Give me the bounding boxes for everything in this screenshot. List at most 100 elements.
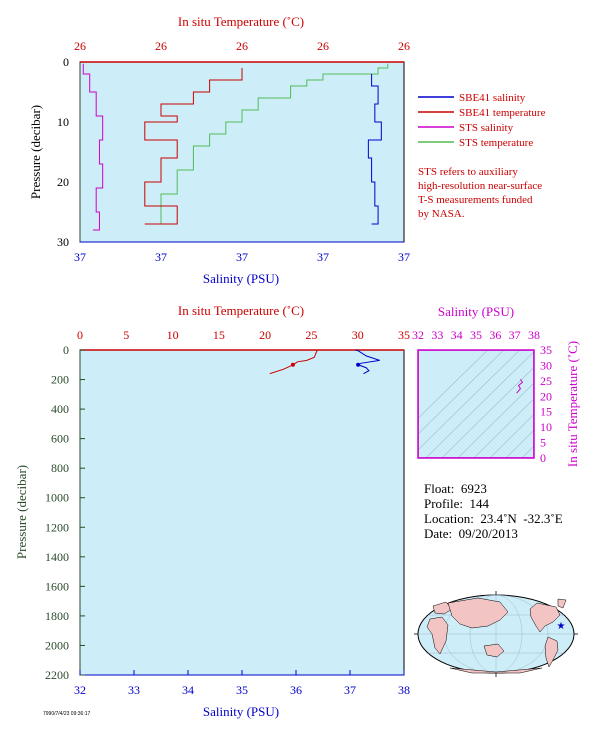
note-line: T-S measurements funded	[418, 194, 533, 206]
top-chart-y-ticks: 0 10 20 30	[57, 55, 69, 249]
top-chart-top-tick-label: 26	[236, 39, 248, 53]
bottom-chart-x-axis-label: Salinity (PSU)	[203, 704, 279, 719]
top-chart-bottom-tick-label: 37	[155, 250, 167, 264]
bottom-chart-y-axis-label: Pressure (decibar)	[14, 465, 29, 559]
map-land	[426, 597, 567, 674]
bottom-chart-bottom-tick-label: 33	[128, 683, 140, 697]
bottom-chart-y-tick-label: 400	[51, 402, 69, 416]
ts-diagram-x-tick-labels: 32 33 34 35 36 37 38	[412, 328, 540, 342]
ts-diagram-plot-area	[417, 349, 535, 459]
credit-text: 7990/7/4/23 09:36:17	[43, 711, 91, 717]
bottom-chart-top-tick-label: 5	[123, 328, 129, 342]
top-chart-bottom-tick-label: 37	[317, 250, 329, 264]
bottom-chart-plot-area	[79, 349, 405, 676]
ts-diagram-y-tick-label: 10	[540, 420, 552, 434]
ts-density-contour	[473, 398, 534, 458]
map-land-asia	[447, 597, 509, 629]
profile-date: Date: 09/20/2013	[424, 526, 518, 541]
top-chart-top-tick-label: 26	[398, 39, 410, 53]
legend-label: STS temperature	[459, 137, 533, 149]
bottom-chart-bottom-tick-label: 35	[236, 683, 248, 697]
top-chart-plot-area	[79, 61, 405, 243]
map-land-africa	[426, 616, 449, 655]
bottom-chart-y-tick-label: 2200	[45, 668, 69, 682]
ts-diagram-x-tick-label: 36	[489, 328, 501, 342]
top-chart-y-tick-label: 20	[57, 175, 69, 189]
legend-item-sbe41-temperature: SBE41 temperature	[418, 107, 546, 119]
ts-density-contour	[418, 350, 489, 419]
map-land-europe	[432, 601, 453, 615]
bottom-chart-bottom-tick-label: 37	[344, 683, 356, 697]
bottom-chart-bottom-tick-label: 32	[74, 683, 86, 697]
bottom-chart-y-tick-label: 1600	[45, 579, 69, 593]
bottom-chart-y-tick-label: 1000	[45, 491, 69, 505]
ts-diagram-density-contours	[418, 350, 534, 458]
map-land-greenland	[557, 598, 567, 609]
bottom-chart-top-axis-label: In situ Temperature (˚C)	[178, 303, 304, 318]
bottom-chart-y-tick-label: 200	[51, 373, 69, 387]
ts-density-contour	[425, 351, 534, 458]
ts-diagram-x-tick-label: 33	[431, 328, 443, 342]
ts-diagram-y-tick-label: 30	[540, 358, 552, 372]
bottom-series-salinity	[355, 349, 380, 375]
bottom-chart-y-tick-label: 0	[63, 343, 69, 357]
bottom-chart-series-layer	[269, 349, 380, 375]
float-info: Float: 6923 Profile: 144 Location: 23.4˚…	[424, 481, 563, 541]
top-chart-bottom-tick-labels: 37 37 37 37 37	[74, 250, 410, 264]
ts-diagram-x-tick-label: 38	[528, 328, 540, 342]
bottom-chart-top-tick-label: 25	[305, 328, 317, 342]
ts-density-contour	[505, 429, 534, 458]
top-chart-y-tick-label: 30	[57, 235, 69, 249]
bottom-chart-bottom-tick-label: 34	[182, 683, 194, 697]
ts-density-contour	[521, 445, 534, 458]
bottom-chart-y-tick-label: 800	[51, 461, 69, 475]
bottom-chart-bottom-tick-label: 36	[290, 683, 302, 697]
bottom-chart-bottom-tick-label: 38	[398, 683, 410, 697]
bottom-chart-top-tick-label: 15	[213, 328, 225, 342]
ts-density-contour	[418, 350, 521, 451]
map-land-australia	[483, 643, 505, 658]
ts-profile-trace	[516, 379, 524, 394]
map-float-marker-star-icon: ★	[557, 621, 566, 632]
bottom-chart-y-ticks: 0 200 400 600 800 1000 1200 1400 1600 1800 2000 220…	[45, 343, 85, 682]
bottom-chart-y-tick-label: 2000	[45, 638, 69, 652]
bottom-chart-y-tick-label: 1200	[45, 520, 69, 534]
bottom-chart-top-tick-labels: 0 5 10 15 20 25 30 35	[77, 328, 410, 355]
map-land-north-america	[529, 602, 561, 633]
top-chart: In situ Temperature (˚C) 26 26 26 26 26 …	[28, 14, 546, 286]
top-chart-top-axis-label: In situ Temperature (˚C)	[178, 14, 304, 29]
ts-diagram-y-tick-label: 15	[540, 405, 552, 419]
ts-diagram-top-axis-label: Salinity (PSU)	[438, 304, 514, 319]
map-land-south-america	[544, 636, 559, 668]
map-border-ticks	[414, 591, 578, 677]
ts-diagram-y-tick-label: 35	[540, 343, 552, 357]
bottom-chart-top-tick-label: 20	[259, 328, 271, 342]
ts-density-contour	[418, 350, 505, 435]
bottom-chart-y-tick-label: 1800	[45, 609, 69, 623]
ts-diagram-y-tick-label: 25	[540, 374, 552, 388]
top-chart-y-tick-label: 10	[57, 115, 69, 129]
bottom-series-temperature-marker	[290, 362, 295, 367]
top-chart-y-tick-label: 0	[63, 55, 69, 69]
world-map: ★	[414, 591, 578, 677]
top-chart-top-tick-label: 26	[155, 39, 167, 53]
top-series-sts-salinity	[82, 63, 104, 231]
legend-item-sbe41-salinity: SBE41 salinity	[418, 92, 526, 104]
bottom-chart-y-tick-label: 600	[51, 432, 69, 446]
top-chart-top-tick-labels: 26 26 26 26 26	[74, 39, 410, 53]
map-land-antarctica	[449, 667, 543, 674]
top-chart-bottom-tick-label: 37	[236, 250, 248, 264]
legend-label: STS salinity	[459, 122, 514, 134]
ts-density-contour	[457, 382, 534, 458]
float-location: Location: 23.4˚N -32.3˚E	[424, 511, 563, 526]
legend-item-sts-temperature: STS temperature	[418, 137, 533, 149]
top-chart-y-axis-label: Pressure (decibar)	[28, 105, 43, 199]
ts-diagram-points	[516, 379, 524, 394]
top-chart-series-layer	[82, 63, 389, 231]
ts-diagram-y-tick-label: 5	[540, 436, 546, 450]
ts-diagram-right-axis-label: In situ Temperature (˚C)	[565, 341, 580, 467]
bottom-chart-y-tick-label: 1400	[45, 550, 69, 564]
ts-diagram-x-tick-label: 34	[451, 328, 463, 342]
